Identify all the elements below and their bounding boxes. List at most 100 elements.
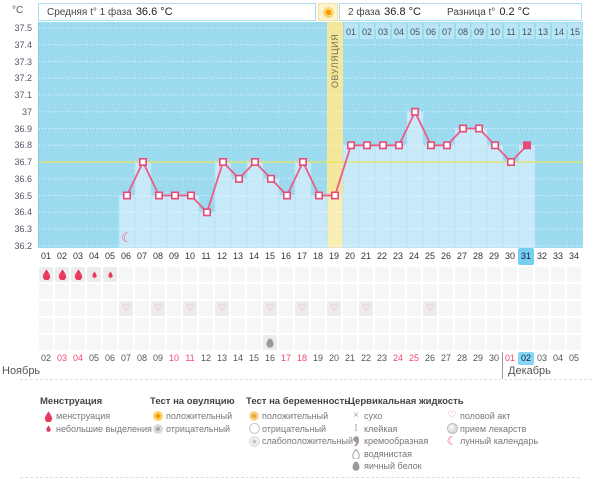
symptom-cell[interactable] (198, 300, 214, 317)
symptom-cell[interactable] (262, 283, 278, 300)
symptom-cell[interactable] (54, 334, 70, 351)
cycle-day-cell[interactable]: 17 (296, 251, 307, 261)
symptom-cell[interactable] (486, 317, 502, 334)
symptom-cell[interactable] (470, 317, 486, 334)
temperature-column[interactable] (150, 195, 168, 249)
symptom-cell[interactable] (566, 300, 582, 317)
temperature-column[interactable] (326, 195, 344, 249)
symptom-cell[interactable] (358, 266, 374, 283)
symptom-cell[interactable] (182, 317, 198, 334)
symptom-cell[interactable] (518, 300, 534, 317)
date-cell[interactable]: 14 (232, 353, 243, 363)
symptom-cell[interactable] (534, 317, 550, 334)
symptom-cell[interactable] (262, 334, 278, 351)
symptom-cell[interactable] (166, 300, 182, 317)
cycle-day-cell[interactable]: 10 (184, 251, 195, 261)
date-cell[interactable]: 28 (456, 353, 467, 363)
date-cell[interactable]: 16 (264, 353, 275, 363)
symptom-cell[interactable] (246, 300, 262, 317)
temperature-point[interactable] (251, 158, 260, 167)
temperature-column[interactable] (390, 145, 408, 248)
symptom-cell[interactable] (470, 283, 486, 300)
symptom-cell[interactable] (550, 317, 566, 334)
symptom-cell[interactable] (342, 300, 358, 317)
symptom-cell[interactable] (230, 317, 246, 334)
symptom-cell[interactable] (438, 283, 454, 300)
symptom-cell[interactable] (246, 283, 262, 300)
cycle-day-cell[interactable]: 03 (72, 251, 83, 261)
date-cell[interactable]: 15 (248, 353, 259, 363)
symptom-cell[interactable] (278, 300, 294, 317)
symptom-cell[interactable] (38, 283, 54, 300)
temperature-point[interactable] (442, 141, 451, 150)
symptom-cell[interactable]: ♡ (326, 300, 342, 317)
symptom-cell[interactable] (534, 266, 550, 283)
symptom-cell[interactable] (550, 300, 566, 317)
symptom-cell[interactable] (310, 266, 326, 283)
temperature-point[interactable] (378, 141, 387, 150)
symptom-cell[interactable] (374, 266, 390, 283)
date-cell[interactable]: 03 (56, 353, 67, 363)
symptom-cell[interactable] (486, 300, 502, 317)
symptom-cell[interactable] (70, 334, 86, 351)
symptom-cell[interactable] (278, 334, 294, 351)
cycle-day-cell[interactable]: 07 (136, 251, 147, 261)
cycle-day-cell[interactable]: 20 (344, 251, 355, 261)
symptom-cell[interactable] (246, 317, 262, 334)
symptom-cell[interactable]: ♡ (118, 300, 134, 317)
symptom-cell[interactable] (358, 317, 374, 334)
symptom-cell[interactable] (134, 266, 150, 283)
symptom-cell[interactable] (54, 317, 70, 334)
symptom-cell[interactable] (518, 334, 534, 351)
symptom-cell[interactable] (422, 334, 438, 351)
cycle-day-cell[interactable]: 01 (40, 251, 51, 261)
symptom-cell[interactable] (134, 317, 150, 334)
symptom-cell[interactable] (166, 266, 182, 283)
symptom-cell[interactable] (374, 334, 390, 351)
temperature-point[interactable] (139, 158, 148, 167)
temperature-point[interactable] (171, 191, 180, 200)
symptom-cell[interactable] (214, 283, 230, 300)
cycle-day-cell[interactable]: 30 (504, 251, 515, 261)
symptom-cell[interactable] (406, 283, 422, 300)
symptom-cell[interactable] (390, 283, 406, 300)
symptom-cell[interactable] (470, 334, 486, 351)
temperature-point[interactable] (458, 124, 467, 133)
temperature-point[interactable] (330, 191, 339, 200)
symptom-cell[interactable] (390, 300, 406, 317)
symptom-cell[interactable] (518, 317, 534, 334)
symptom-cell[interactable] (502, 317, 518, 334)
symptom-cell[interactable] (502, 300, 518, 317)
symptom-cell[interactable] (342, 317, 358, 334)
symptom-cell[interactable] (182, 334, 198, 351)
symptom-cell[interactable] (374, 317, 390, 334)
symptom-cell[interactable] (310, 300, 326, 317)
date-cell[interactable]: 18 (296, 353, 307, 363)
symptom-cell[interactable] (326, 317, 342, 334)
cycle-day-cell[interactable]: 32 (536, 251, 547, 261)
symptom-cell[interactable] (150, 334, 166, 351)
symptom-cell[interactable] (310, 283, 326, 300)
symptom-cell[interactable] (550, 334, 566, 351)
symptom-cell[interactable] (422, 317, 438, 334)
symptom-cell[interactable] (326, 283, 342, 300)
symptom-cell[interactable] (118, 334, 134, 351)
date-cell[interactable]: 21 (344, 353, 355, 363)
date-cell[interactable]: 17 (280, 353, 291, 363)
symptom-cell[interactable] (550, 266, 566, 283)
date-cell[interactable]: 08 (136, 353, 147, 363)
temperature-column[interactable] (502, 161, 520, 248)
temperature-point[interactable] (203, 208, 212, 217)
temperature-point[interactable] (187, 191, 196, 200)
temperature-column[interactable] (454, 128, 472, 249)
symptom-cell[interactable] (102, 334, 118, 351)
temperature-column[interactable] (406, 111, 424, 248)
symptom-cell[interactable] (198, 283, 214, 300)
symptom-cell[interactable]: ♡ (182, 300, 198, 317)
temperature-column[interactable] (246, 161, 264, 248)
cycle-day-cell[interactable]: 24 (408, 251, 419, 261)
temperature-point[interactable] (283, 191, 292, 200)
symptom-cell[interactable] (566, 283, 582, 300)
symptom-cell[interactable]: ♡ (150, 300, 166, 317)
symptom-cell[interactable] (70, 317, 86, 334)
